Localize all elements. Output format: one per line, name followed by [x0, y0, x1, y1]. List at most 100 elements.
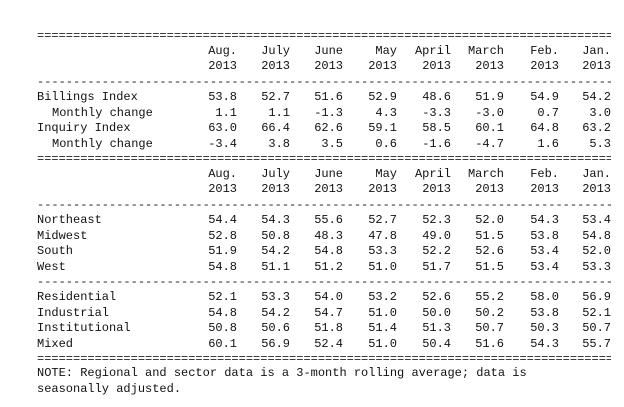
double-rule: ========================================…: [37, 152, 611, 166]
cell: -1.6: [422, 137, 451, 151]
cell: 54.4: [208, 213, 237, 227]
cell: -3.0: [475, 106, 504, 120]
row-label: Mixed: [37, 337, 74, 351]
row-label: Northeast: [37, 213, 102, 227]
col-april-label: April: [414, 167, 451, 181]
table-row: Northeast 54.4 54.3 55.6 52.7 52.3 52.0 …: [37, 213, 611, 229]
table-row: Institutional 50.8 50.6 51.8 51.4 51.3 5…: [37, 321, 611, 337]
col-march-year: 2013: [475, 59, 504, 73]
col-may-year: 2013: [368, 182, 397, 196]
cell: 56.9: [582, 290, 611, 304]
cell: 60.1: [208, 337, 237, 351]
row-label: Institutional: [37, 321, 131, 335]
cell: 64.8: [530, 121, 559, 135]
cell: 54.8: [208, 260, 237, 274]
cell: 52.2: [422, 244, 451, 258]
header-row-2: Aug. July June May April March Feb. Jan.: [37, 167, 611, 183]
col-june-year: 2013: [314, 59, 343, 73]
cell: 55.7: [582, 337, 611, 351]
row-label: Billings Index: [37, 90, 138, 104]
cell: 53.3: [368, 244, 397, 258]
cell: 58.0: [530, 290, 559, 304]
cell: 54.3: [530, 213, 559, 227]
cell: 50.0: [422, 306, 451, 320]
row-label: Industrial: [37, 306, 110, 320]
cell: 52.8: [208, 229, 237, 243]
cell: 63.2: [582, 121, 611, 135]
col-feb-year: 2013: [530, 182, 559, 196]
cell: 1.1: [215, 106, 237, 120]
col-april-label: April: [414, 44, 451, 58]
row-label: Residential: [37, 290, 117, 304]
cell: 51.4: [368, 321, 397, 335]
cell: 54.7: [314, 306, 343, 320]
cell: 52.4: [314, 337, 343, 351]
table-row: Mixed 60.1 56.9 52.4 51.0 50.4 51.6 54.3…: [37, 337, 611, 353]
cell: 1.6: [537, 137, 559, 151]
cell: 50.4: [422, 337, 451, 351]
double-rule: ========================================…: [37, 352, 611, 366]
cell: 53.8: [530, 306, 559, 320]
col-feb-label: Feb.: [530, 167, 559, 181]
cell: 51.8: [314, 321, 343, 335]
col-april-year: 2013: [422, 182, 451, 196]
cell: -3.3: [422, 106, 451, 120]
row-label: Inquiry Index: [37, 121, 131, 135]
col-feb-label: Feb.: [530, 44, 559, 58]
row-label: Monthly change: [52, 106, 153, 120]
col-may-year: 2013: [368, 59, 397, 73]
col-july-year: 2013: [261, 182, 290, 196]
cell: 52.9: [368, 90, 397, 104]
table-row: Midwest 52.8 50.8 48.3 47.8 49.0 51.5 53…: [37, 229, 611, 245]
cell: 54.8: [582, 229, 611, 243]
col-june-label: June: [314, 44, 343, 58]
cell: 51.3: [422, 321, 451, 335]
col-march-year: 2013: [475, 182, 504, 196]
col-jan-year: 2013: [582, 59, 611, 73]
cell: 56.9: [261, 337, 290, 351]
cell: 52.7: [261, 90, 290, 104]
table-row: Inquiry Index 63.0 66.4 62.6 59.1 58.5 6…: [37, 121, 611, 137]
cell: 50.8: [208, 321, 237, 335]
cell: 0.7: [537, 106, 559, 120]
col-july-label: July: [261, 167, 290, 181]
col-july-year: 2013: [261, 59, 290, 73]
cell: 53.8: [208, 90, 237, 104]
col-jan-label: Jan.: [582, 167, 611, 181]
col-march-label: March: [467, 44, 504, 58]
cell: 53.3: [582, 260, 611, 274]
cell: 53.4: [530, 260, 559, 274]
col-aug-label: Aug.: [208, 167, 237, 181]
cell: 52.6: [475, 244, 504, 258]
header-row-1: Aug. July June May April March Feb. Jan.: [37, 44, 611, 60]
col-aug-label: Aug.: [208, 44, 237, 58]
dash-rule: ----------------------------------------…: [37, 198, 611, 212]
row-label: West: [37, 260, 66, 274]
cell: 54.8: [208, 306, 237, 320]
cell: 52.1: [582, 306, 611, 320]
cell: 59.1: [368, 121, 397, 135]
cell: 54.0: [314, 290, 343, 304]
cell: 1.1: [268, 106, 290, 120]
cell: 52.0: [475, 213, 504, 227]
table-row: Monthly change 1.1 1.1 -1.3 4.3 -3.3 -3.…: [37, 106, 611, 122]
cell: 54.9: [530, 90, 559, 104]
cell: 63.0: [208, 121, 237, 135]
cell: 50.7: [582, 321, 611, 335]
cell: 51.9: [208, 244, 237, 258]
cell: 51.6: [314, 90, 343, 104]
dash-rule: ----------------------------------------…: [37, 275, 611, 289]
cell: 54.2: [261, 244, 290, 258]
cell: 51.7: [422, 260, 451, 274]
cell: 54.3: [261, 213, 290, 227]
cell: 3.8: [268, 137, 290, 151]
col-july-label: July: [261, 44, 290, 58]
cell: -4.7: [475, 137, 504, 151]
cell: 54.8: [314, 244, 343, 258]
cell: 50.8: [261, 229, 290, 243]
cell: 50.6: [261, 321, 290, 335]
cell: 52.0: [582, 244, 611, 258]
cell: 52.6: [422, 290, 451, 304]
cell: 50.3: [530, 321, 559, 335]
